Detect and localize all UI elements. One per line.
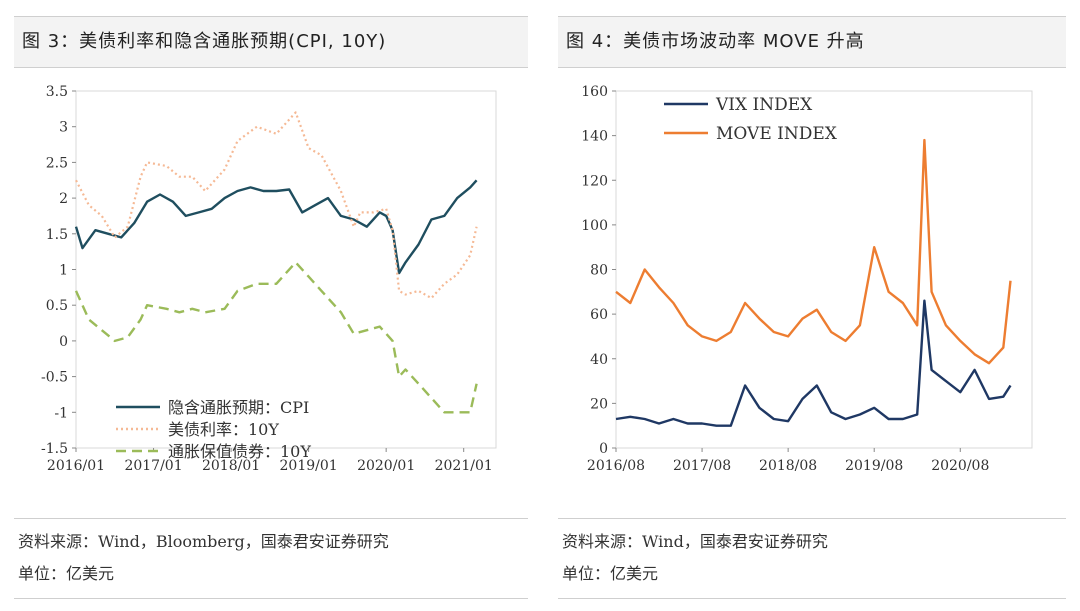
right-unit-note: 单位：亿美元 — [562, 564, 659, 583]
right-source-note: 资料来源：Wind，国泰君安证券研究 — [562, 532, 828, 551]
legend-label: 通胀保值债券：10Y — [168, 442, 311, 461]
x-tick-label: 2016/08 — [587, 458, 645, 474]
right-divider — [558, 518, 1066, 519]
y-tick-label: 2 — [59, 191, 68, 207]
left-unit-note: 单位：亿美元 — [18, 564, 115, 583]
y-tick-label: -1 — [54, 405, 68, 421]
y-tick-label: 60 — [590, 307, 608, 323]
y-tick-label: 20 — [590, 396, 608, 412]
plot-area — [75, 90, 497, 449]
y-tick-label: 3 — [59, 120, 68, 136]
x-tick-label: 2019/08 — [845, 458, 903, 474]
y-tick-label: -1.5 — [41, 441, 68, 457]
y-tick-label: -0.5 — [41, 370, 68, 386]
x-tick-label: 2018/08 — [759, 458, 817, 474]
y-tick-label: 0 — [599, 441, 608, 457]
left-figure-title: 图 3：美债利率和隐含通胀预期(CPI, 10Y) — [14, 16, 528, 68]
y-tick-label: 40 — [590, 352, 608, 368]
y-tick-label: 0.5 — [46, 298, 68, 314]
y-tick-label: 100 — [581, 218, 608, 234]
x-tick-label: 2021/01 — [435, 458, 493, 474]
x-tick-label: 2016/01 — [47, 458, 105, 474]
y-tick-label: 120 — [581, 173, 608, 189]
series-line-1 — [74, 179, 478, 275]
right-figure-panel: 图 4：美债市场波动率 MOVE 升高 0 20 40 60 80 100 120 140 16… — [558, 0, 1066, 611]
series-line-2 — [615, 138, 1012, 365]
series-line-3 — [74, 261, 478, 414]
y-tick-label: 0 — [59, 334, 68, 350]
y-tick-label: 2.5 — [46, 155, 68, 171]
series-line-2 — [75, 111, 478, 300]
plot-area — [615, 90, 1033, 449]
y-tick-label: 140 — [581, 129, 608, 145]
left-divider — [14, 518, 528, 519]
y-tick-label: 1.5 — [46, 227, 68, 243]
x-tick-label: 2017/01 — [124, 458, 182, 474]
y-tick-label: 1 — [59, 263, 68, 279]
right-chart: 0 20 40 60 80 100 120 140 160 2016/08 2017/08 2018/… — [581, 84, 1033, 474]
legend-label: 美债利率：10Y — [168, 420, 279, 439]
right-figure-title: 图 4：美债市场波动率 MOVE 升高 — [558, 16, 1066, 68]
y-tick-label: 3.5 — [46, 84, 68, 100]
left-chart: -1.5 -1 -0.5 0 0.5 1 1.5 2 2.5 3 3.5 2016/01 2017/01… — [41, 84, 497, 474]
left-source-note: 资料来源：Wind，Bloomberg，国泰君安证券研究 — [18, 532, 389, 551]
x-tick-label: 2018/01 — [202, 458, 260, 474]
x-tick-label: 2019/01 — [280, 458, 338, 474]
x-tick-label: 2020/01 — [357, 458, 415, 474]
legend-label: 隐含通胀预期：CPI — [168, 398, 309, 417]
legend-label: VIX INDEX — [715, 95, 813, 115]
series-line-1 — [615, 299, 1012, 427]
left-bottom-divider — [14, 598, 528, 599]
x-tick-label: 2017/08 — [673, 458, 731, 474]
right-bottom-divider — [558, 598, 1066, 599]
legend-label: MOVE INDEX — [716, 124, 838, 144]
left-figure-panel: 图 3：美债利率和隐含通胀预期(CPI, 10Y) -1.5 -1 -0.5 0 0.5… — [14, 0, 528, 611]
y-tick-label: 160 — [581, 84, 608, 100]
y-tick-label: 80 — [590, 263, 608, 279]
x-tick-label: 2020/08 — [931, 458, 989, 474]
